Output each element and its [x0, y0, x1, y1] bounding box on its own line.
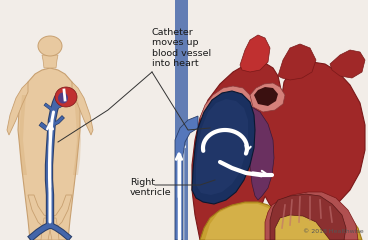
- Polygon shape: [18, 68, 80, 240]
- Polygon shape: [73, 95, 81, 175]
- Polygon shape: [270, 194, 346, 240]
- Polygon shape: [19, 95, 27, 175]
- Polygon shape: [200, 200, 362, 240]
- Polygon shape: [192, 62, 365, 240]
- Polygon shape: [254, 87, 278, 106]
- Polygon shape: [50, 218, 59, 240]
- Polygon shape: [41, 218, 50, 240]
- Polygon shape: [175, 0, 188, 240]
- Polygon shape: [42, 55, 58, 68]
- Polygon shape: [265, 192, 358, 240]
- Text: Right
ventricle: Right ventricle: [130, 178, 171, 197]
- Polygon shape: [206, 95, 248, 128]
- Polygon shape: [330, 50, 365, 78]
- Text: Catheter
moves up
blood vessel
into heart: Catheter moves up blood vessel into hear…: [152, 28, 211, 68]
- Polygon shape: [175, 116, 198, 240]
- Polygon shape: [192, 91, 255, 204]
- Polygon shape: [200, 86, 254, 132]
- Polygon shape: [196, 99, 248, 195]
- Ellipse shape: [58, 92, 68, 103]
- Polygon shape: [240, 35, 270, 72]
- Polygon shape: [72, 82, 93, 135]
- Polygon shape: [175, 0, 188, 240]
- Polygon shape: [205, 200, 358, 240]
- Text: © 2018 Healthwise: © 2018 Healthwise: [303, 229, 364, 234]
- Ellipse shape: [55, 87, 77, 107]
- Polygon shape: [250, 83, 285, 112]
- Polygon shape: [28, 195, 72, 230]
- Polygon shape: [278, 44, 316, 80]
- Polygon shape: [238, 106, 274, 200]
- Ellipse shape: [38, 36, 62, 56]
- Polygon shape: [7, 82, 28, 135]
